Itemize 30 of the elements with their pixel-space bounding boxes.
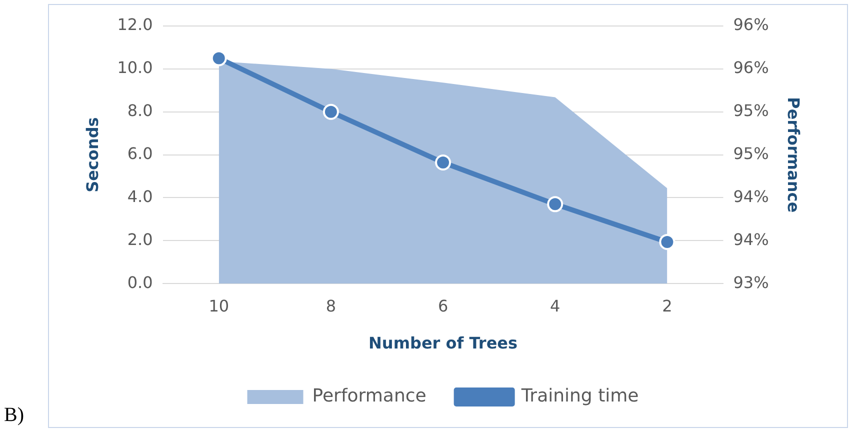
- x-tick-label: 4: [550, 296, 560, 316]
- y-tick-label: 2.0: [127, 230, 153, 249]
- y-tick-label: 6.0: [127, 144, 153, 163]
- point: [210, 50, 227, 66]
- legend-label: Performance: [312, 386, 426, 407]
- legend-label: Training time: [520, 386, 639, 407]
- x-tick-label: 8: [326, 296, 336, 316]
- y2-tick-label: 95%: [733, 144, 769, 163]
- y2-tick-label: 95%: [733, 101, 769, 120]
- y-tick-label: 10.0: [117, 58, 153, 78]
- y2-tick-label: 94%: [733, 186, 769, 206]
- y2-tick-label: 94%: [733, 230, 769, 249]
- x-tick-label: 6: [438, 296, 448, 316]
- text: B): [4, 404, 24, 427]
- y2-tick-label: 96%: [733, 15, 769, 34]
- point: [659, 234, 676, 250]
- point: [435, 154, 452, 171]
- y-tick-label: 12.0: [117, 15, 153, 34]
- y2-axis-title: Performance: [784, 97, 804, 213]
- y-tick-label: 0.0: [127, 272, 153, 292]
- y2-tick-label: 96%: [733, 58, 769, 78]
- y2-tick-label: 93%: [733, 272, 769, 292]
- x-tick-label: 10: [208, 296, 230, 316]
- x-axis-title: Number of Trees: [368, 334, 518, 353]
- x-tick-label: 2: [662, 296, 672, 316]
- y-tick-label: 4.0: [127, 186, 153, 206]
- point: [547, 196, 564, 212]
- point: [322, 104, 339, 120]
- y-axis-title: Seconds: [82, 117, 102, 192]
- y-tick-label: 8.0: [127, 101, 153, 120]
